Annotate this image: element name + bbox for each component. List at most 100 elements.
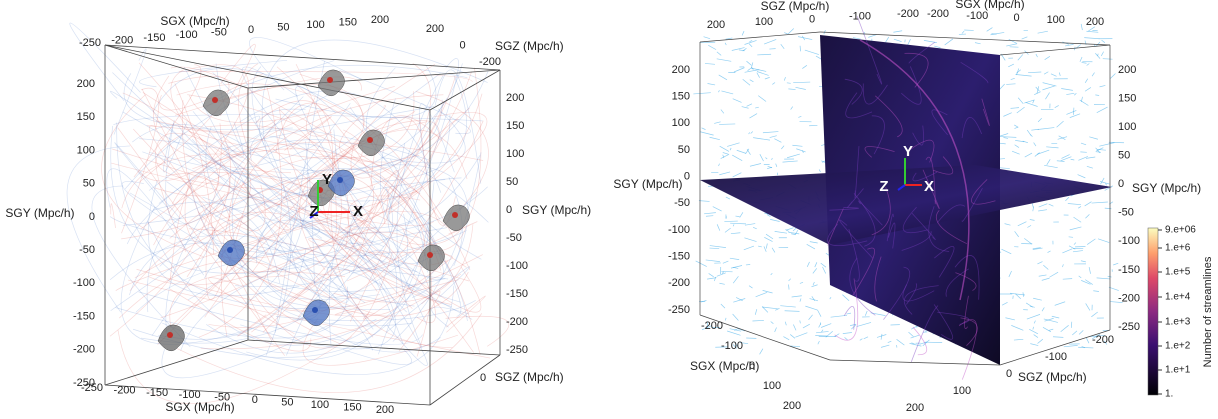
streak	[738, 49, 745, 52]
tick-label: 0	[749, 360, 755, 372]
streak	[1024, 99, 1035, 104]
streak	[817, 309, 822, 317]
tick-label: -200	[701, 320, 723, 332]
streamline	[299, 121, 427, 271]
streak	[721, 90, 734, 95]
streak	[798, 116, 802, 118]
plane-stream	[854, 146, 860, 199]
streamline	[259, 108, 306, 146]
colorbar-tick-label: 1.	[1165, 389, 1173, 400]
streak	[1068, 236, 1074, 238]
tick-label: 50	[277, 22, 289, 34]
streamline	[291, 191, 478, 298]
streak	[788, 88, 796, 90]
streamline	[232, 139, 322, 171]
streak	[755, 106, 759, 109]
structure	[357, 129, 385, 157]
plane-stream	[912, 171, 938, 182]
streamline	[388, 98, 448, 227]
streak	[812, 268, 818, 274]
streak	[783, 336, 790, 341]
streak	[896, 339, 905, 346]
streak	[1073, 92, 1077, 96]
streamline	[220, 94, 444, 337]
streak	[1088, 26, 1096, 32]
box-edge	[429, 354, 501, 406]
streak	[795, 86, 806, 90]
tick-label: 150	[339, 16, 357, 28]
streak	[1043, 264, 1049, 270]
streamline	[161, 313, 353, 379]
streak	[1086, 337, 1090, 344]
streak	[934, 45, 941, 49]
streamline	[206, 263, 441, 354]
streak	[868, 34, 877, 38]
streamline	[235, 222, 398, 288]
streak	[1069, 113, 1081, 118]
streak	[1033, 297, 1042, 301]
axis-label: SGX (Mpc/h)	[690, 359, 759, 373]
streak	[834, 333, 840, 338]
plane-stream	[908, 41, 936, 64]
streak	[746, 60, 752, 66]
plane-stream	[925, 156, 936, 205]
tick-label: -50	[506, 232, 522, 244]
streamline	[308, 238, 470, 282]
streamline	[333, 224, 474, 303]
streamline	[338, 69, 471, 135]
streamline	[171, 142, 484, 205]
streak	[1084, 78, 1089, 84]
streamline	[187, 94, 481, 356]
streamline	[202, 64, 468, 110]
box-edge	[699, 314, 831, 361]
streamline	[176, 83, 471, 271]
streamline	[286, 186, 376, 356]
streak	[708, 273, 714, 278]
plane-stream	[903, 285, 939, 315]
tick-label: -150	[668, 251, 690, 263]
structure	[157, 324, 185, 352]
streak	[804, 49, 819, 55]
tick-label: -150	[143, 32, 165, 44]
streak	[727, 330, 741, 336]
tick-label: -150	[1118, 264, 1140, 276]
streamline	[160, 71, 472, 319]
streak	[1061, 154, 1070, 159]
tick-label: -150	[506, 288, 528, 300]
streak	[1078, 206, 1082, 209]
streamline	[380, 108, 466, 164]
streak	[724, 220, 738, 222]
plane-stream	[858, 200, 883, 226]
streamline	[188, 171, 446, 292]
streak	[762, 290, 773, 294]
tick-label: -100	[176, 29, 198, 41]
streak	[811, 296, 816, 302]
structure	[217, 239, 245, 267]
streak	[1031, 203, 1034, 208]
streak	[1086, 30, 1099, 33]
streak	[774, 138, 782, 143]
streamline	[109, 216, 449, 280]
streamline	[236, 129, 363, 220]
streak	[1085, 214, 1090, 219]
streak	[817, 340, 820, 345]
streak	[910, 334, 920, 339]
streak	[1035, 53, 1038, 58]
plane-stream	[845, 92, 873, 119]
streamline	[225, 153, 481, 229]
streak	[1084, 87, 1092, 92]
streamline	[132, 223, 430, 358]
colorbar	[1147, 227, 1159, 396]
streak	[1014, 144, 1020, 148]
plane-stream	[960, 317, 978, 346]
streak	[1011, 325, 1024, 331]
plane-stream	[901, 66, 922, 105]
structure	[327, 169, 355, 197]
streamline	[257, 143, 443, 254]
streak	[766, 214, 771, 217]
streamline	[231, 177, 413, 327]
structure	[317, 69, 345, 97]
streak	[893, 30, 903, 33]
streamline	[164, 238, 264, 333]
streamline	[267, 222, 380, 300]
